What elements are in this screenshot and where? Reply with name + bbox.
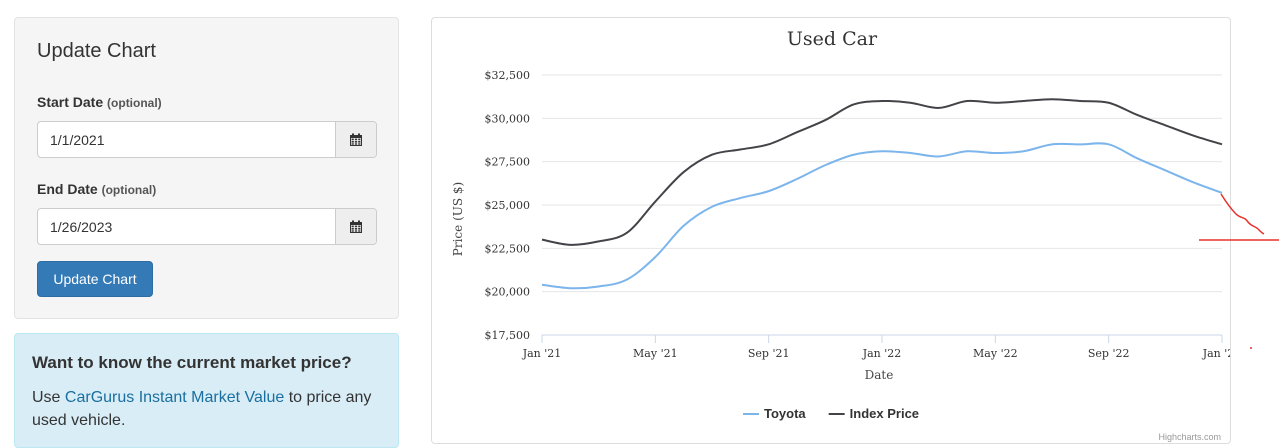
x-axis-ticks: Jan '21 May '21 Sep '21 Jan '22 May '22 Sep '…: [522, 335, 1231, 360]
x-axis-title: Date: [865, 368, 894, 382]
y-tick-label: $25,000: [485, 199, 531, 212]
start-date-label-text: Start Date: [37, 94, 104, 110]
market-price-info-box: Want to know the current market price? U…: [14, 333, 399, 448]
annotation-marks: [1199, 193, 1279, 349]
update-chart-button[interactable]: Update Chart: [37, 261, 153, 297]
end-date-input[interactable]: [38, 209, 335, 244]
series-line-index-price: [541, 98, 1223, 246]
legend: Toyota Index Price: [743, 406, 919, 421]
credits[interactable]: Highcharts.com: [1158, 432, 1221, 442]
update-chart-panel: Update Chart Start Date (optional) End D…: [14, 17, 399, 319]
calendar-icon: [350, 133, 362, 146]
series-line-toyota: [541, 142, 1223, 290]
y-tick-label: $27,500: [485, 156, 531, 169]
price-chart: Used Car $17,500 $20,000 $22,500 $25,000 $27…: [431, 17, 1231, 444]
legend-item: Toyota: [764, 406, 806, 421]
x-tick-label: Jan '22: [862, 347, 902, 360]
end-date-label-text: End Date: [37, 181, 98, 197]
annotation-squiggle: [1220, 193, 1265, 235]
info-text: Use CarGurus Instant Market Value to pri…: [32, 386, 392, 432]
end-date-calendar-button[interactable]: [335, 209, 376, 244]
y-axis-ticks: $17,500 $20,000 $22,500 $25,000 $27,500 $30,0…: [485, 69, 531, 342]
x-tick-label: Sep '21: [748, 347, 790, 360]
info-title: Want to know the current market price?: [32, 353, 352, 372]
start-date-calendar-button[interactable]: [335, 122, 376, 157]
chart-title: Used Car: [787, 28, 878, 50]
y-tick-label: $17,500: [485, 329, 531, 342]
instant-market-value-link[interactable]: CarGurus Instant Market Value: [64, 389, 285, 406]
y-axis-title: Price (US $): [451, 182, 465, 256]
end-date-label: End Date (optional): [37, 181, 156, 197]
annotation-dot: [1250, 347, 1252, 349]
start-date-input[interactable]: [38, 122, 335, 157]
y-tick-label: $30,000: [485, 112, 531, 125]
start-date-optional: (optional): [107, 96, 162, 110]
start-date-label: Start Date (optional): [37, 94, 162, 110]
end-date-optional: (optional): [101, 183, 157, 197]
end-date-group: [37, 208, 377, 245]
x-tick-label: Jan '23: [1202, 347, 1231, 360]
info-text-before: Use: [32, 389, 65, 406]
y-tick-label: $22,500: [485, 242, 531, 255]
panel-title: Update Chart: [37, 40, 156, 62]
legend-item: Index Price: [850, 406, 919, 421]
calendar-icon: [350, 220, 362, 233]
start-date-group: [37, 121, 377, 158]
x-tick-label: Jan '21: [522, 347, 562, 360]
x-tick-label: May '21: [633, 347, 678, 360]
series-lines: [541, 98, 1223, 290]
y-tick-label: $20,000: [485, 286, 531, 299]
info-text-after: to price any used vehicle.: [32, 389, 372, 429]
x-tick-label: May '22: [973, 347, 1018, 360]
grid-lines: [542, 74, 1222, 336]
chart-svg: Used Car $17,500 $20,000 $22,500 $25,000 $27…: [451, 28, 1231, 442]
y-tick-label: $32,500: [485, 69, 531, 82]
x-tick-label: Sep '22: [1088, 347, 1130, 360]
